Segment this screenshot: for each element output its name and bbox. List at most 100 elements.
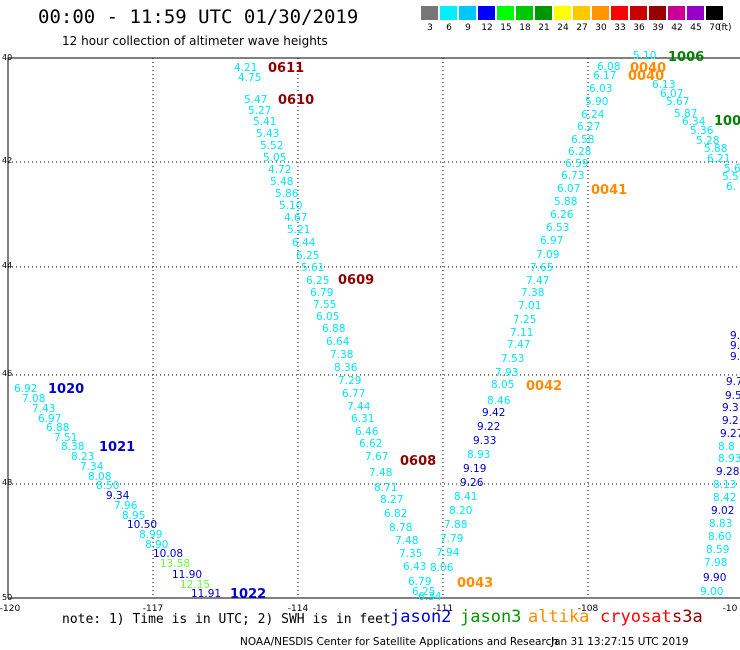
satellite-s3a: s3a (672, 607, 703, 627)
wave-height-label: 6.59 (565, 158, 588, 170)
legend-swatch-36 (630, 6, 647, 20)
wave-height-label: 6.64 (326, 336, 350, 348)
legend-label: 30 (595, 23, 607, 33)
wave-height-label: 5.86 (275, 188, 299, 200)
wave-height-label: 8.83 (709, 518, 732, 530)
legend-label: 70 (709, 23, 721, 33)
wave-height-label: 7.34 (80, 461, 104, 473)
legend-label: 27 (576, 23, 588, 33)
wave-height-label: 8.20 (449, 505, 472, 517)
map-frame (7, 57, 740, 599)
wave-height-label: 8.93 (467, 449, 490, 461)
wave-height-label: 7.55 (313, 299, 336, 311)
wave-height-label: 5.52 (260, 140, 283, 152)
legend-swatch-6 (440, 6, 457, 20)
footer-note: note: 1) Time is in UTC; 2) SWH is in fe… (62, 612, 391, 627)
wave-height-label: 5.10 (279, 200, 302, 212)
legend-swatch-9 (459, 6, 476, 20)
legend-label: 6 (446, 23, 452, 33)
wave-height-label: 12.15 (180, 579, 210, 591)
wave-height-label: 7.53 (501, 353, 524, 365)
wave-height-label: 4.75 (238, 72, 261, 84)
legend-label: 24 (557, 23, 569, 33)
wave-height-label: 9.42 (482, 407, 505, 419)
wave-height-label: 8.71 (374, 482, 397, 494)
legend-swatch-42 (668, 6, 685, 20)
lat-tick-label: 50 (2, 593, 12, 602)
satellite-jason2: jason2 (390, 607, 452, 627)
wave-height-label: 6.28 (568, 146, 591, 158)
wave-height-label: 8.90 (145, 539, 168, 551)
wave-height-label: 11.91 (191, 588, 221, 600)
wave-height-label: 7.43 (32, 403, 55, 415)
wave-height-label: 6.58 (571, 134, 594, 146)
wave-height-label: 6.34 (418, 591, 442, 603)
wave-height-label: 6.62 (359, 438, 382, 450)
wave-height-label: 8.59 (706, 544, 729, 556)
legend-label: 33 (614, 23, 626, 33)
legend-label: 39 (652, 23, 664, 33)
legend-swatch-39 (649, 6, 666, 20)
pass-time-marker: 0610 (278, 93, 314, 108)
wave-height-label: 6.05 (316, 311, 339, 323)
legend-swatch-45 (687, 6, 704, 20)
wave-height-label: 8.93 (718, 453, 740, 465)
wave-height-label: 7.48 (369, 467, 392, 479)
wave-height-label: 7.38 (521, 287, 544, 299)
wave-height-label: 8.99 (139, 529, 162, 541)
lat-tick-label: 42 (2, 156, 12, 165)
wave-height-label: 8.06 (430, 562, 454, 574)
legend-swatch-15 (497, 6, 514, 20)
pass-time-markers: 0611061006090608004300420041004000401006… (48, 50, 740, 602)
wave-height-label: 6.77 (342, 388, 365, 400)
wave-height-label: 7.25 (513, 314, 536, 326)
pass-time-marker: 0040 (630, 61, 666, 76)
wave-height-label: 6.53 (546, 222, 569, 234)
wave-height-label: 9.90 (703, 572, 726, 584)
wave-height-label: 9.27 (720, 428, 740, 440)
wave-height-label: 7.29 (338, 375, 361, 387)
wave-height-label: 6.43 (403, 561, 426, 573)
wave-height-label: 7.35 (399, 548, 422, 560)
legend-swatch-3 (421, 6, 438, 20)
wave-height-label: 8.78 (389, 522, 412, 534)
wave-height-label: 9.28 (716, 466, 739, 478)
wave-height-label: 6.03 (589, 83, 612, 95)
satellite-jason3: jason3 (460, 607, 522, 627)
wave-height-label: 8.36 (334, 362, 358, 374)
wave-height-label: 6.07 (557, 183, 580, 195)
lat-tick-label: 40 (2, 53, 12, 62)
wave-height-label: 8.23 (71, 451, 94, 463)
wave-height-label: 6.25 (412, 586, 435, 598)
wave-height-label: 8.08 (88, 471, 111, 483)
wave-height-label: 8.42 (713, 492, 736, 504)
pass-time-marker: 100 (714, 114, 740, 129)
legend-label: 36 (633, 23, 645, 33)
wave-height-label: 6.34 (682, 116, 706, 128)
map-gridlines (8, 58, 740, 598)
wave-height-label: 8.50 (96, 480, 119, 492)
pass-time-marker: 0041 (591, 183, 627, 198)
lon-tick-label: -108 (578, 604, 599, 614)
wave-height-label: 4.67 (284, 212, 307, 224)
wave-height-label: 6.08 (597, 61, 620, 73)
wave-height-label: 6.97 (540, 235, 563, 247)
wave-height-label: 6.88 (322, 323, 345, 335)
wave-height-label: 5.88 (704, 143, 727, 155)
wave-height-label: 6.26 (550, 209, 574, 221)
wave-height-label: 6.79 (310, 287, 333, 299)
wave-height-label: 7.38 (330, 349, 353, 361)
wave-height-label: 9.33 (473, 435, 496, 447)
wave-height-label: 9.22 (477, 421, 500, 433)
wave-height-label: 7.67 (365, 451, 388, 463)
wave-height-label: 5.48 (270, 176, 293, 188)
wave-height-label: 8.95 (122, 510, 145, 522)
wave-height-label: 6.07 (660, 88, 683, 100)
pass-time-marker: 0043 (457, 576, 493, 591)
lon-tick-label: -114 (288, 604, 309, 614)
wave-height-label: 6.25 (306, 275, 329, 287)
wave-height-label: 7.98 (704, 557, 727, 569)
legend-label: 3 (427, 23, 433, 33)
wave-height-label: 7.11 (510, 327, 533, 339)
